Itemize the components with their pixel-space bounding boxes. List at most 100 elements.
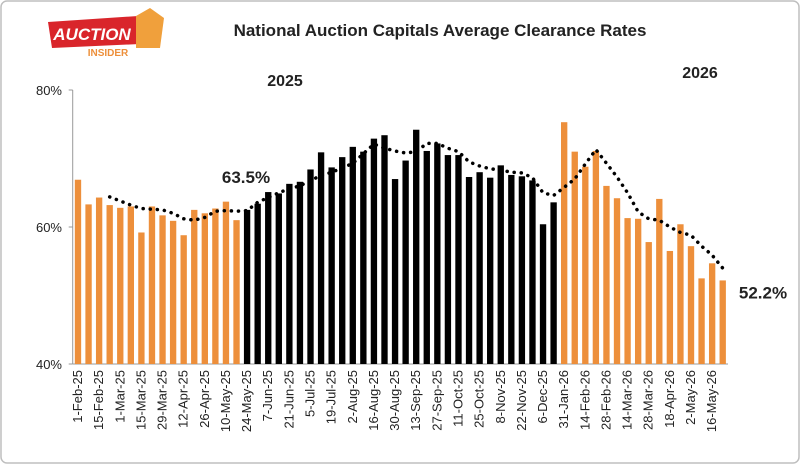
bar [444, 155, 452, 364]
bar [159, 215, 166, 364]
logo-house [136, 8, 164, 48]
bar [243, 209, 251, 364]
bar [148, 206, 156, 364]
bar [222, 201, 230, 364]
bar [296, 181, 304, 364]
x-tick-label: 25-Oct-25 [472, 370, 487, 428]
bar [666, 250, 674, 364]
bar [212, 208, 219, 364]
chart-title: National Auction Capitals Average Cleara… [234, 21, 647, 40]
x-tick-label: 11-Oct-25 [450, 370, 465, 427]
x-tick-label: 26-Apr-25 [197, 370, 212, 428]
bar [423, 150, 430, 364]
logo-text: AUCTION [52, 25, 131, 44]
bar [106, 205, 113, 364]
bar [328, 167, 335, 364]
x-tick-label: 15-Feb-25 [91, 370, 106, 430]
x-tick-label: 8-Nov-25 [493, 370, 508, 423]
bar [413, 129, 420, 364]
bar [634, 218, 642, 364]
bar [265, 192, 272, 364]
x-tick-label: 10-May-25 [218, 370, 233, 432]
bar [455, 155, 462, 364]
y-tick-label: 40% [36, 357, 62, 372]
x-tick-label: 2-Aug-25 [345, 370, 360, 423]
x-tick-label: 29-Mar-25 [155, 370, 170, 430]
annotation: 63.5% [222, 168, 270, 187]
bar [127, 206, 135, 364]
bar [138, 232, 145, 364]
x-tick-label: 24-May-25 [239, 370, 254, 432]
logo-subtext: INSIDER [88, 48, 129, 59]
bar [550, 202, 557, 364]
logo: AUCTION INSIDER [48, 8, 164, 59]
x-tick-label: 19-Jul-25 [324, 370, 339, 424]
x-tick-label: 2-May-26 [683, 370, 698, 425]
x-tick-label: 5-Jul-25 [303, 370, 318, 417]
trend-line [107, 141, 725, 270]
x-tick-label: 12-Apr-25 [176, 370, 191, 428]
bar [561, 122, 568, 364]
bar [349, 146, 356, 364]
bar [370, 138, 378, 364]
bar [539, 224, 547, 364]
year-label: 2025 [267, 73, 303, 90]
bar [719, 280, 726, 364]
bar [603, 185, 610, 364]
bar [339, 157, 346, 364]
bar [307, 169, 314, 364]
x-tick-label: 28-Feb-26 [598, 370, 613, 430]
bar [95, 197, 103, 364]
y-tick-label: 60% [36, 220, 62, 235]
x-tick-label: 16-Aug-25 [366, 370, 381, 431]
annotation: 52.2% [739, 283, 787, 302]
bar [529, 180, 536, 364]
bar [677, 224, 684, 364]
bar [180, 235, 187, 364]
bar [571, 151, 578, 364]
bar [191, 209, 198, 364]
x-tick-label: 28-Mar-26 [641, 370, 656, 430]
x-tick-label: 27-Sep-25 [429, 370, 444, 431]
x-tick-label: 18-Apr-26 [662, 370, 677, 428]
y-tick-label: 80% [36, 83, 62, 98]
bar [518, 176, 526, 364]
bar [645, 242, 652, 364]
bar [656, 198, 663, 364]
x-tick-label: 30-Aug-25 [387, 370, 402, 431]
x-tick-label: 1-Feb-25 [70, 370, 85, 423]
bar [381, 135, 388, 364]
bar [592, 150, 600, 364]
bar [169, 220, 177, 364]
bar [624, 218, 631, 364]
bar [201, 213, 208, 364]
x-tick-label: 22-Nov-25 [514, 370, 529, 431]
bar [687, 246, 695, 364]
bar [708, 263, 716, 364]
bar [360, 151, 367, 364]
bar [286, 183, 293, 364]
x-tick-label: 31-Jan-26 [556, 370, 571, 429]
bar [391, 179, 399, 364]
x-tick-label: 15-Mar-25 [133, 370, 148, 430]
x-tick-label: 14-Mar-26 [620, 370, 635, 430]
x-tick-label: 6-Dec-25 [535, 370, 550, 423]
bar [434, 143, 441, 364]
bar [698, 278, 705, 364]
bar [476, 172, 483, 364]
bar [497, 165, 504, 364]
bar [582, 166, 589, 364]
x-tick-label: 21-Jun-25 [281, 370, 296, 429]
bar [317, 152, 325, 364]
bar [85, 204, 92, 364]
bar [465, 176, 473, 364]
bar [117, 207, 124, 364]
logo-banner [48, 16, 140, 48]
x-tick-label: 13-Sep-25 [408, 370, 423, 431]
year-label: 2026 [682, 65, 718, 82]
bar [275, 193, 282, 364]
bar [233, 220, 240, 364]
